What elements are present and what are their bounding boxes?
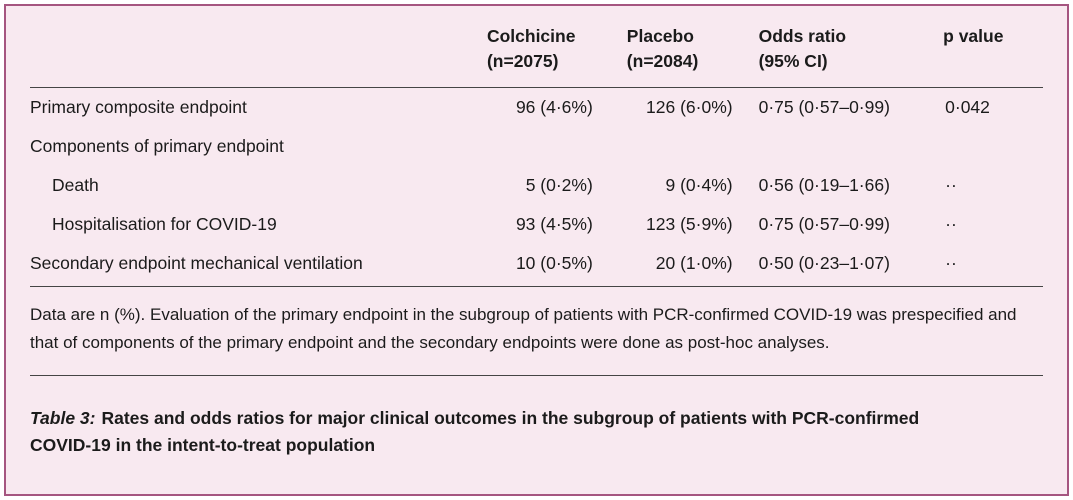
cell-colchicine: 5 (0·2%) — [525, 174, 593, 195]
cell-odds-ratio: 0·56 (0·19–1·66) — [758, 174, 890, 195]
column-header-empty — [30, 18, 479, 88]
column-header-placebo: Placebo (n=2084) — [618, 18, 759, 88]
cell-odds-ratio: 0·75 (0·57–0·99) — [758, 96, 890, 117]
row-label: Components of primary endpoint — [30, 135, 284, 156]
table-body: Primary composite endpoint 96 (4·6%) 126… — [30, 87, 1043, 287]
column-header-p-value: p value — [943, 18, 1043, 88]
cell-p-value: ·· — [945, 213, 957, 234]
table-caption-number: Table 3: — [30, 408, 96, 429]
row-label: Hospitalisation for COVID-19 — [52, 213, 277, 234]
column-header-colchicine: Colchicine (n=2075) — [478, 18, 619, 88]
cell-p-value: ·· — [943, 243, 1043, 287]
table-caption-text: Rates and odds ratios for major clinical… — [30, 408, 920, 456]
cell-colchicine: 10 (0·5%) — [478, 243, 619, 287]
table-header: Colchicine (n=2075) Placebo (n=2084) Odd… — [30, 18, 1043, 88]
cell-p-value — [943, 127, 1043, 166]
table-caption: Table 3: Rates and odds ratios for major … — [30, 393, 930, 459]
cell-odds-ratio: 0·50 (0·23–1·07) — [758, 243, 944, 287]
table-row: Secondary endpoint mechanical ventilatio… — [30, 243, 1043, 287]
cell-placebo: 20 (1·0%) — [618, 243, 759, 287]
cell-placebo: 123 (5·9%) — [646, 213, 733, 234]
cell-placebo: 9 (0·4%) — [665, 174, 733, 195]
cell-p-value: ·· — [945, 174, 957, 195]
cell-colchicine: 93 (4·5%) — [515, 213, 593, 234]
cell-placebo — [619, 127, 759, 166]
outcomes-table: Colchicine (n=2075) Placebo (n=2084) Odd… — [30, 18, 1043, 287]
column-header-odds-ratio: Odds ratio (95% CI) — [758, 18, 944, 88]
cell-odds-ratio: 0·75 (0·57–0·99) — [758, 213, 890, 234]
cell-p-value: 0·042 — [945, 96, 990, 117]
header-row: Colchicine (n=2075) Placebo (n=2084) Odd… — [30, 18, 1043, 88]
cell-colchicine — [479, 127, 619, 166]
caption-divider — [30, 374, 1043, 376]
table-panel: Colchicine (n=2075) Placebo (n=2084) Odd… — [4, 4, 1069, 496]
table-row: Primary composite endpoint 96 (4·6%) 126… — [30, 87, 1043, 127]
table-row: Death 5 (0·2%) 9 (0·4%) 0·56 (0·19–1·66)… — [30, 166, 1043, 205]
row-label: Death — [52, 174, 99, 195]
cell-odds-ratio — [759, 127, 944, 166]
table-row-section: Components of primary endpoint — [30, 127, 1043, 166]
table-footnote: Data are n (%). Evaluation of the primar… — [30, 304, 1017, 353]
row-label: Secondary endpoint mechanical ventilatio… — [30, 243, 479, 287]
row-label: Primary composite endpoint — [30, 96, 247, 117]
table-row: Hospitalisation for COVID-19 93 (4·5%) 1… — [30, 205, 1043, 244]
cell-colchicine: 96 (4·6%) — [515, 96, 593, 117]
cell-placebo: 126 (6·0%) — [646, 96, 733, 117]
